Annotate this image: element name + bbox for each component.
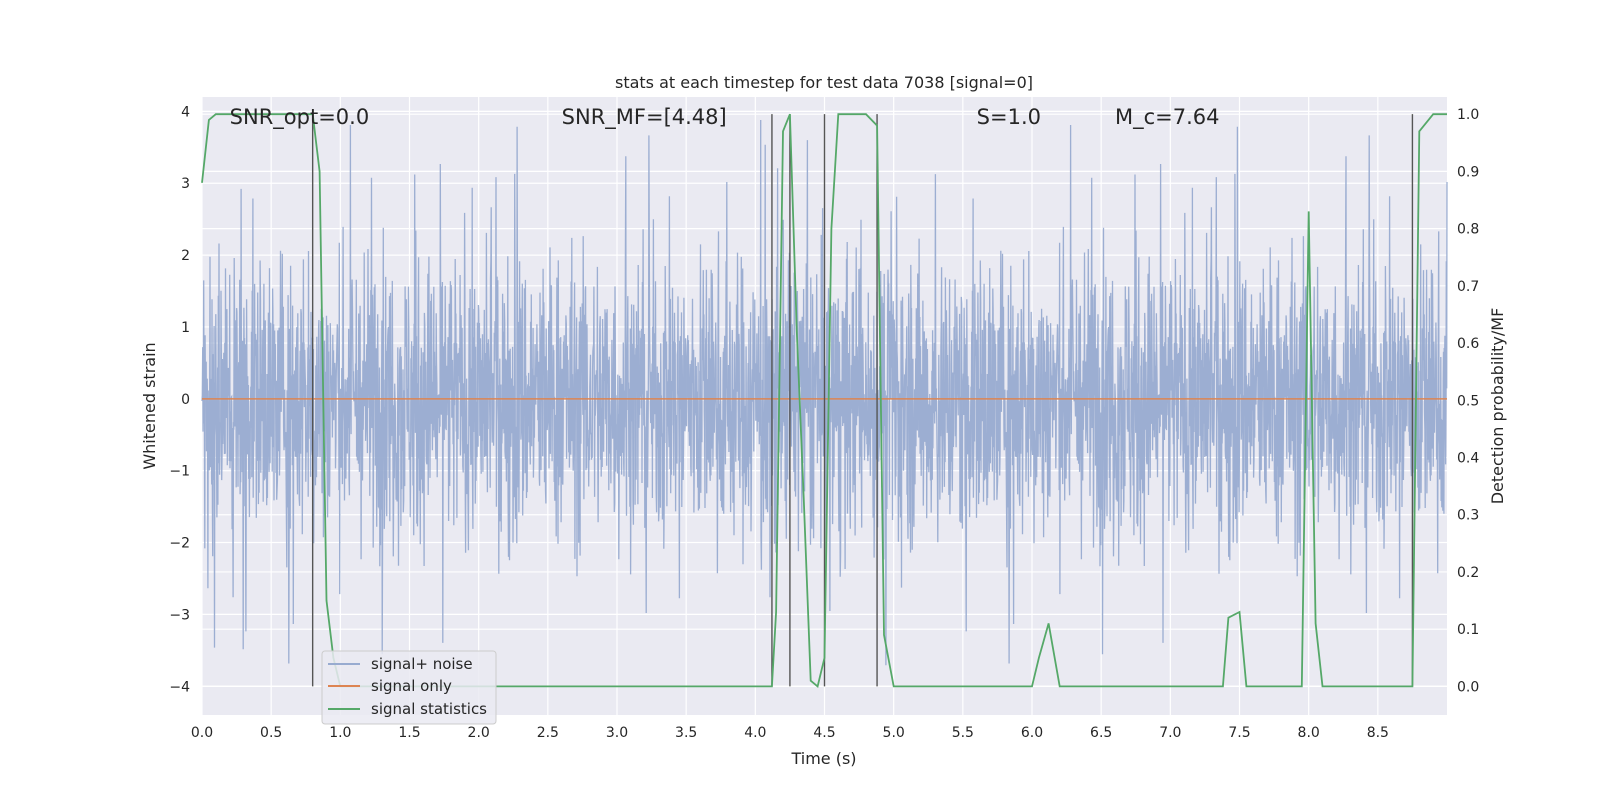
x-tick-label-4: 2.0 — [468, 725, 490, 741]
legend-label-signal-noise: signal+ noise — [371, 655, 473, 673]
y-right-tick-label-1: 0.1 — [1457, 622, 1479, 638]
y-right-tick-label-4: 0.4 — [1457, 451, 1479, 467]
x-tick-label-16: 8.0 — [1298, 725, 1320, 741]
x-tick-label-0: 0.0 — [191, 725, 213, 741]
y-left-tick-label-4: 0 — [181, 392, 190, 408]
x-tick-label-9: 4.5 — [813, 725, 835, 741]
x-tick-label-2: 1.0 — [329, 725, 351, 741]
y-right-tick-label-10: 1.0 — [1457, 107, 1479, 123]
legend: signal+ noise signal only signal statist… — [321, 650, 497, 725]
x-tick-label-17: 8.5 — [1367, 725, 1389, 741]
y-left-tick-label-7: 3 — [181, 176, 190, 192]
y-left-tick-label-8: 4 — [181, 104, 190, 120]
x-axis-ticks: 0.0 0.5 1.0 1.5 2.0 2.5 3.0 3.5 4.0 4.5 5.0 5.5 6.0 6… — [191, 725, 1389, 741]
y-left-tick-label-5: 1 — [181, 320, 190, 336]
y-right-tick-label-9: 0.9 — [1457, 164, 1479, 180]
x-tick-label-13: 6.5 — [1090, 725, 1112, 741]
x-tick-label-10: 5.0 — [883, 725, 905, 741]
y-left-tick-label-2: −2 — [169, 536, 190, 552]
x-tick-label-12: 6.0 — [1021, 725, 1043, 741]
x-axis-label: Time (s) — [790, 749, 856, 768]
x-tick-label-6: 3.0 — [606, 725, 628, 741]
annotation-snr-opt: SNR_opt=0.0 — [230, 105, 370, 130]
y-left-tick-label-1: −3 — [169, 607, 190, 623]
x-tick-label-1: 0.5 — [260, 725, 282, 741]
annotations: SNR_opt=0.0 SNR_MF=[4.48] S=1.0 M_c=7.64 — [230, 105, 1220, 130]
legend-label-signal-only: signal only — [371, 677, 452, 695]
chart-title: stats at each timestep for test data 703… — [615, 73, 1033, 92]
y-axis-left-label: Whitened strain — [140, 342, 159, 469]
annotation-s: S=1.0 — [977, 105, 1041, 129]
x-tick-label-15: 7.5 — [1228, 725, 1250, 741]
y-left-tick-label-0: −4 — [169, 679, 190, 695]
detection-markers — [311, 114, 1414, 687]
annotation-snr-mf: SNR_MF=[4.48] — [562, 105, 727, 130]
y-right-tick-label-5: 0.5 — [1457, 393, 1479, 409]
x-tick-label-5: 2.5 — [537, 725, 559, 741]
y-axis-left-ticks: −4 −3 −2 −1 0 1 2 3 4 — [169, 104, 190, 695]
x-tick-label-3: 1.5 — [398, 725, 420, 741]
y-right-tick-label-6: 0.6 — [1457, 336, 1479, 352]
y-right-tick-label-3: 0.3 — [1457, 508, 1479, 524]
y-right-tick-label-2: 0.2 — [1457, 565, 1479, 581]
y-left-tick-label-3: −1 — [169, 464, 190, 480]
legend-label-signal-statistics: signal statistics — [371, 700, 487, 718]
y-left-tick-label-6: 2 — [181, 248, 190, 264]
y-right-tick-label-7: 0.7 — [1457, 279, 1479, 295]
x-tick-label-14: 7.0 — [1159, 725, 1181, 741]
y-axis-right-ticks: 0.0 0.1 0.2 0.3 0.4 0.5 0.6 0.7 0.8 0.9 1.0 — [1457, 107, 1479, 695]
x-tick-label-7: 3.5 — [675, 725, 697, 741]
legend-box — [321, 650, 497, 725]
x-tick-label-8: 4.0 — [744, 725, 766, 741]
x-tick-label-11: 5.5 — [952, 725, 974, 741]
annotation-mc: M_c=7.64 — [1115, 105, 1220, 130]
y-axis-right-label: Detection probability/MF — [1488, 308, 1507, 505]
y-right-tick-label-0: 0.0 — [1457, 679, 1479, 695]
y-right-tick-label-8: 0.8 — [1457, 222, 1479, 238]
